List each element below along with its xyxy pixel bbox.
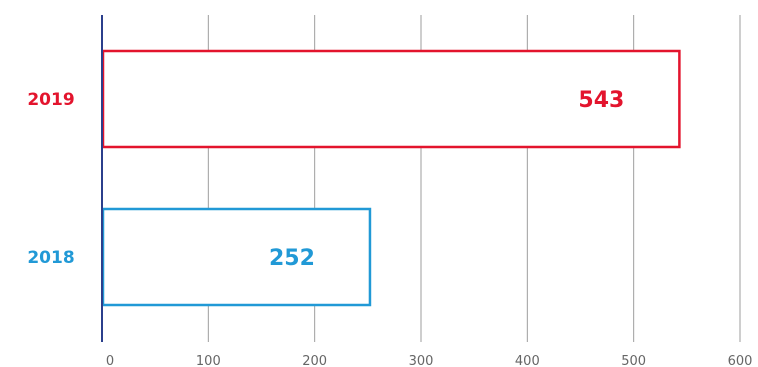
x-tick-label-600: 600 [728, 354, 753, 367]
data-label-2019: 543 [578, 88, 624, 113]
data-labels: 543 252 [269, 88, 624, 271]
bars [101, 49, 681, 307]
x-tick-label-300: 300 [409, 354, 434, 367]
x-tick-label-500: 500 [621, 354, 646, 367]
bar-2019 [101, 49, 681, 149]
data-label-2018: 252 [269, 246, 315, 271]
x-tick-label-400: 400 [515, 354, 540, 367]
x-tick-label-0: 0 [106, 354, 114, 367]
category-label-2019: 2019 [27, 90, 74, 110]
x-tick-label-200: 200 [302, 354, 327, 367]
category-labels: 2019 2018 [27, 90, 74, 268]
x-tick-labels: 0 100 200 300 400 500 600 [106, 354, 753, 367]
category-label-2018: 2018 [27, 248, 74, 268]
bar-2018 [101, 207, 372, 307]
x-tick-label-100: 100 [196, 354, 221, 367]
